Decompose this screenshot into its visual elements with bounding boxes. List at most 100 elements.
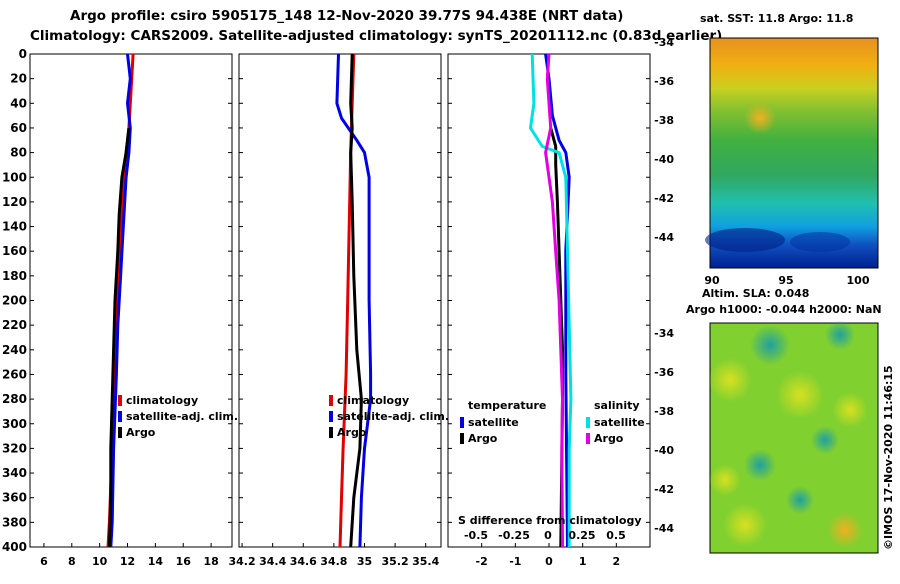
x-tick-label: 6 <box>40 555 48 568</box>
legend-group-title: salinity <box>594 399 640 412</box>
y-tick-label: 320 <box>2 441 27 455</box>
sla-blob <box>825 320 855 350</box>
sst-x-tick-label: 100 <box>847 274 870 287</box>
legend-label: Argo <box>468 432 498 445</box>
y-tick-label: 380 <box>2 515 27 529</box>
legend-label: climatology <box>337 394 409 407</box>
x-tick-label: 34.4 <box>259 555 286 568</box>
panel-frame <box>447 53 651 548</box>
y-tick-label: 220 <box>2 318 27 332</box>
series-line-argo <box>107 127 131 548</box>
sst-x-tick-label: 90 <box>704 274 720 287</box>
panel-salinity: 34.2 34.4 34.6 34.8 35 35.2 35.4 <box>228 53 442 568</box>
legend-swatch <box>118 411 122 422</box>
sla-map-title-1: Altim. SLA: 0.048 <box>702 287 809 300</box>
header-line1: Argo profile: csiro 5905175_148 12-Nov-2… <box>70 8 623 24</box>
sla-blob <box>723 503 767 547</box>
y-tick-label: 20 <box>10 72 27 86</box>
sla-y-tick-label: -34 <box>654 327 674 340</box>
series-line-satellite-adj-clim- <box>335 53 373 548</box>
legend-label: Argo <box>594 432 624 445</box>
map-axes: -34 -36 -38 -40 -42 -44 90 95 100 -34 -36 -38 -40 -42… <box>654 36 870 535</box>
panel-difference: -2 -1 0 1 2 <box>447 53 651 568</box>
secondary-x-tick-label: 0.25 <box>568 529 595 542</box>
sst-warm-eddy <box>744 102 776 134</box>
x-tick-label: 12 <box>120 555 135 568</box>
series-line-satellite-adj-clim- <box>109 53 132 548</box>
legend-swatch <box>586 433 590 444</box>
y-tick-label: 360 <box>2 491 27 505</box>
x-tick-label: 18 <box>203 555 218 568</box>
sst-y-tick-label: -40 <box>654 153 674 166</box>
x-tick-label: 0 <box>545 555 553 568</box>
y-tick-label: 200 <box>2 294 27 308</box>
secondary-xlabel: S difference from climatology <box>458 514 642 527</box>
series-line-argo <box>349 53 363 548</box>
legend-label: satellite-adj. clim. <box>126 410 238 423</box>
legend-swatch <box>460 433 464 444</box>
y-tick-label: 100 <box>2 170 27 184</box>
legend-group-title: temperature <box>468 399 546 412</box>
x-tick-label: 34.8 <box>320 555 347 568</box>
sst-y-tick-label: -34 <box>654 36 674 49</box>
panel-frame <box>238 53 442 548</box>
y-tick-label: 280 <box>2 392 27 406</box>
sst-cold-pool <box>705 228 785 252</box>
sst-y-tick-label: -42 <box>654 192 674 205</box>
secondary-x-tick-label: 0 <box>544 529 552 542</box>
x-tick-label: 16 <box>176 555 192 568</box>
x-tick-label: -1 <box>509 555 521 568</box>
y-tick-label: 80 <box>10 146 27 160</box>
y-tick-label: 240 <box>2 343 27 357</box>
legend-swatch <box>118 427 122 438</box>
legend-label: Argo <box>337 426 367 439</box>
sla-blob <box>827 512 863 548</box>
x-tick-label: 2 <box>613 555 621 568</box>
legend-swatch <box>329 395 333 406</box>
sla-y-tick-label: -38 <box>654 405 674 418</box>
sst-map-title: sat. SST: 11.8 Argo: 11.8 <box>700 12 853 25</box>
y-tick-label: 0 <box>19 47 27 61</box>
y-tick-label: 400 <box>2 540 27 554</box>
legend-label: Argo <box>126 426 156 439</box>
sla-blob <box>786 486 814 514</box>
sst-y-tick-label: -44 <box>654 231 674 244</box>
series-line-temperature-satellite <box>544 53 571 548</box>
sla-y-tick-label: -44 <box>654 522 674 535</box>
y-tick-label: 120 <box>2 195 27 209</box>
x-tick-label: 14 <box>148 555 164 568</box>
sst-cold-pool-2 <box>790 232 850 252</box>
y-tick-label: 160 <box>2 244 27 258</box>
sla-anomaly-blobs <box>708 320 868 548</box>
profile-plots: 0204060801001201401601802002202402602803… <box>2 47 651 568</box>
sst-x-tick-label: 95 <box>778 274 793 287</box>
sst-y-tick-label: -38 <box>654 114 674 127</box>
sla-blob <box>750 325 790 365</box>
legend-label: climatology <box>126 394 198 407</box>
sla-y-tick-label: -36 <box>654 366 674 379</box>
series-line-salinity-argo <box>544 53 564 548</box>
legend-label: satellite <box>468 416 519 429</box>
legend-swatch <box>586 417 590 428</box>
x-tick-label: 8 <box>68 555 76 568</box>
x-tick-label: 10 <box>92 555 108 568</box>
panel-temperature: 0 20 40 60 80 100 120 140 160 180 200 220 240 260 280 3… <box>2 47 233 568</box>
legend-label: satellite-adj. clim. <box>337 410 449 423</box>
watermark: ©IMOS 17-Nov-2020 11:46:15 <box>882 365 895 550</box>
sla-y-tick-label: -40 <box>654 444 674 457</box>
legend-swatch <box>460 417 464 428</box>
x-tick-label: 34.6 <box>290 555 317 568</box>
y-tick-label: 180 <box>2 269 27 283</box>
x-tick-label: 35 <box>357 555 372 568</box>
sla-blob <box>708 358 752 402</box>
secondary-x-tick-label: -0.25 <box>498 529 530 542</box>
sla-map-title-2: Argo h1000: -0.044 h2000: NaN <box>686 303 882 316</box>
sla-blob <box>709 464 741 496</box>
sla-blob <box>811 426 839 454</box>
y-tick-label: 260 <box>2 367 27 381</box>
x-tick-label: -2 <box>476 555 488 568</box>
series-line-salinity-satellite <box>529 53 573 547</box>
x-tick-label: 34.2 <box>228 555 255 568</box>
